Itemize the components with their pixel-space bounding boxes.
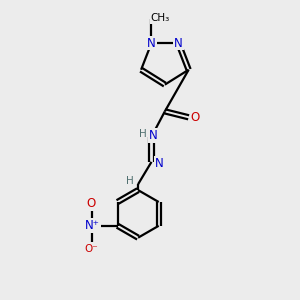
Text: N⁺: N⁺ <box>85 219 100 232</box>
Text: N: N <box>174 37 183 50</box>
Text: O: O <box>190 111 200 124</box>
Text: N: N <box>154 157 163 170</box>
Text: O: O <box>86 197 95 210</box>
Text: N: N <box>148 129 157 142</box>
Text: N: N <box>147 37 156 50</box>
Text: H: H <box>126 176 134 186</box>
Text: H: H <box>139 129 146 139</box>
Text: O⁻: O⁻ <box>84 244 98 254</box>
Text: CH₃: CH₃ <box>151 13 170 23</box>
